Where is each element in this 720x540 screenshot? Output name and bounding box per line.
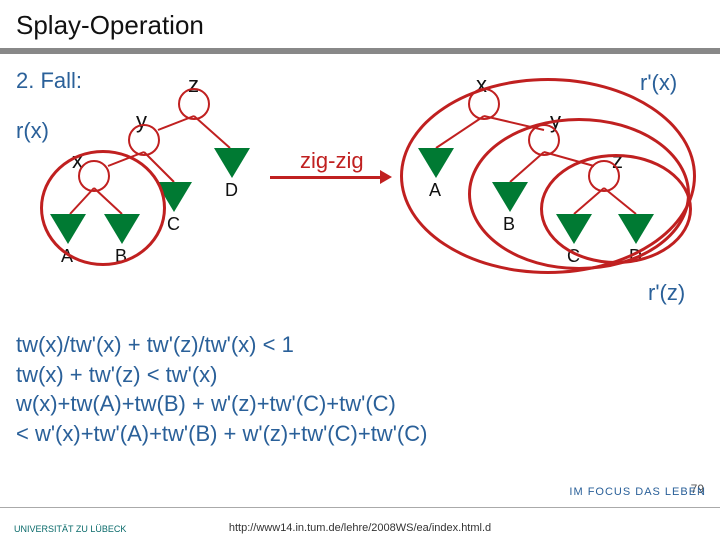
formula-line-4: < w'(x)+tw'(A)+tw'(B) + w'(z)+tw'(C)+tw'… <box>16 419 427 449</box>
formula-line-3: w(x)+tw(A)+tw(B) + w'(z)+tw'(C)+tw'(C) <box>16 389 427 419</box>
rpz-label: r'(z) <box>648 280 685 306</box>
slide-root: Splay-Operation 2. Fall: r(x) z y x A B … <box>0 0 720 540</box>
rpz-ellipse <box>540 154 692 264</box>
formula-block: tw(x)/tw'(x) + tw'(z)/tw'(x) < 1 tw(x) +… <box>16 330 427 449</box>
university-label: UNIVERSITÄT ZU LÜBECK <box>14 524 126 534</box>
brand-text: IM FOCUS DAS LEBEN <box>569 486 706 498</box>
formula-line-1: tw(x)/tw'(x) + tw'(z)/tw'(x) < 1 <box>16 330 427 360</box>
formula-line-2: tw(x) + tw'(z) < tw'(x) <box>16 360 427 390</box>
